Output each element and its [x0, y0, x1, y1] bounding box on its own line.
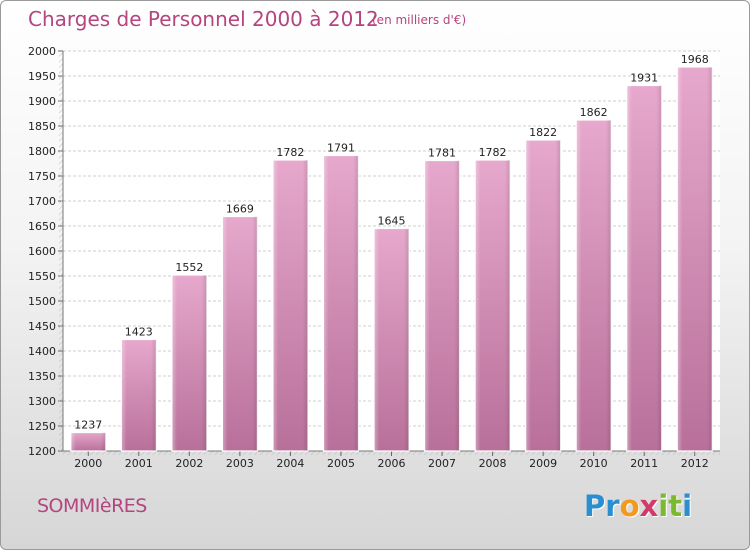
y-tick-label: 1450 — [28, 320, 56, 333]
data-label-2008: 1782 — [479, 146, 507, 159]
x-tick-label-2007: 2007 — [428, 457, 456, 470]
x-tick-label-2002: 2002 — [175, 457, 203, 470]
bar-shade-2003 — [222, 216, 258, 451]
y-tick-label: 1400 — [28, 345, 56, 358]
data-label-2001: 1423 — [125, 326, 153, 339]
data-label-2002: 1552 — [175, 261, 203, 274]
data-label-2004: 1782 — [276, 146, 304, 159]
y-tick-label: 1350 — [28, 370, 56, 383]
axis-hatch — [59, 51, 63, 451]
bar-shade-2011 — [626, 85, 662, 451]
x-tick-label-2010: 2010 — [580, 457, 608, 470]
x-tick-label-2003: 2003 — [226, 457, 254, 470]
data-label-2010: 1862 — [580, 106, 608, 119]
bar-shade-2000 — [70, 432, 106, 451]
logo-letter: i — [682, 489, 693, 523]
data-label-2012: 1968 — [681, 53, 709, 66]
bar-shade-2002 — [171, 275, 207, 451]
chart-title: Charges de Personnel 2000 à 2012 — [28, 7, 379, 31]
bar-shade-2006 — [374, 228, 409, 451]
proxiti-logo: Proxiti — [584, 489, 692, 523]
logo-letter: r — [605, 489, 620, 523]
data-labels: 1237 1423 1552 1669 1782 1791 1645 1781 1782 1822… — [74, 53, 708, 432]
bar-shade-2005 — [323, 155, 359, 451]
y-tick-label: 1900 — [28, 95, 56, 108]
x-tick-label-2000: 2000 — [74, 457, 102, 470]
bars — [70, 66, 713, 452]
chart-subtitle: (en milliers d'€) — [372, 13, 467, 27]
y-tick-label: 1850 — [28, 120, 56, 133]
y-tick-label: 1700 — [28, 195, 56, 208]
x-tick-label-2012: 2012 — [681, 457, 709, 470]
y-tick-label: 1250 — [28, 420, 56, 433]
bar-shade-2004 — [272, 160, 308, 451]
bar-shade-2010 — [576, 120, 612, 451]
data-label-2009: 1822 — [529, 126, 557, 139]
y-tick-label: 1550 — [28, 270, 56, 283]
logo-letter: i — [658, 489, 669, 523]
x-tick-label-2006: 2006 — [378, 457, 406, 470]
y-tick-label: 1950 — [28, 70, 56, 83]
bar-shade-2001 — [121, 339, 157, 451]
logo-letter: P — [584, 489, 606, 523]
y-tick-label: 1750 — [28, 170, 56, 183]
y-tick-label: 1600 — [28, 245, 56, 258]
y-tick-label: 1500 — [28, 295, 56, 308]
logo-letter: x — [639, 489, 659, 523]
logo-letter: t — [668, 489, 683, 523]
y-tick-label: 1800 — [28, 145, 56, 158]
data-label-2005: 1791 — [327, 142, 355, 155]
place-name: SOMMIèRES — [37, 495, 147, 517]
bar-shade-2007 — [424, 160, 460, 451]
y-axis: 1200 1250 1300 1350 1400 1450 1500 1550 1600 1650… — [28, 45, 64, 458]
logo-letter: o — [619, 489, 640, 523]
y-tick-label: 2000 — [28, 45, 56, 58]
bar-shade-2008 — [475, 160, 511, 451]
y-tick-label: 1650 — [28, 220, 56, 233]
x-tick-label-2011: 2011 — [630, 457, 658, 470]
x-tick-label-2008: 2008 — [479, 457, 507, 470]
data-label-2003: 1669 — [226, 203, 254, 216]
x-tick-label-2001: 2001 — [125, 457, 153, 470]
bar-shade-2009 — [525, 140, 561, 451]
x-tick-label-2005: 2005 — [327, 457, 355, 470]
y-tick-label: 1200 — [28, 445, 56, 458]
data-label-2000: 1237 — [74, 419, 102, 432]
y-tick-label: 1300 — [28, 395, 56, 408]
bar-shade-2012 — [677, 67, 713, 451]
x-tick-label-2009: 2009 — [529, 457, 557, 470]
data-label-2011: 1931 — [630, 72, 658, 85]
x-tick-label-2004: 2004 — [276, 457, 304, 470]
data-label-2006: 1645 — [378, 215, 406, 228]
data-label-2007: 1781 — [428, 147, 456, 160]
x-axis: 2000 2001 2002 2003 2004 2005 2006 2007 2008 2009… — [63, 450, 720, 470]
